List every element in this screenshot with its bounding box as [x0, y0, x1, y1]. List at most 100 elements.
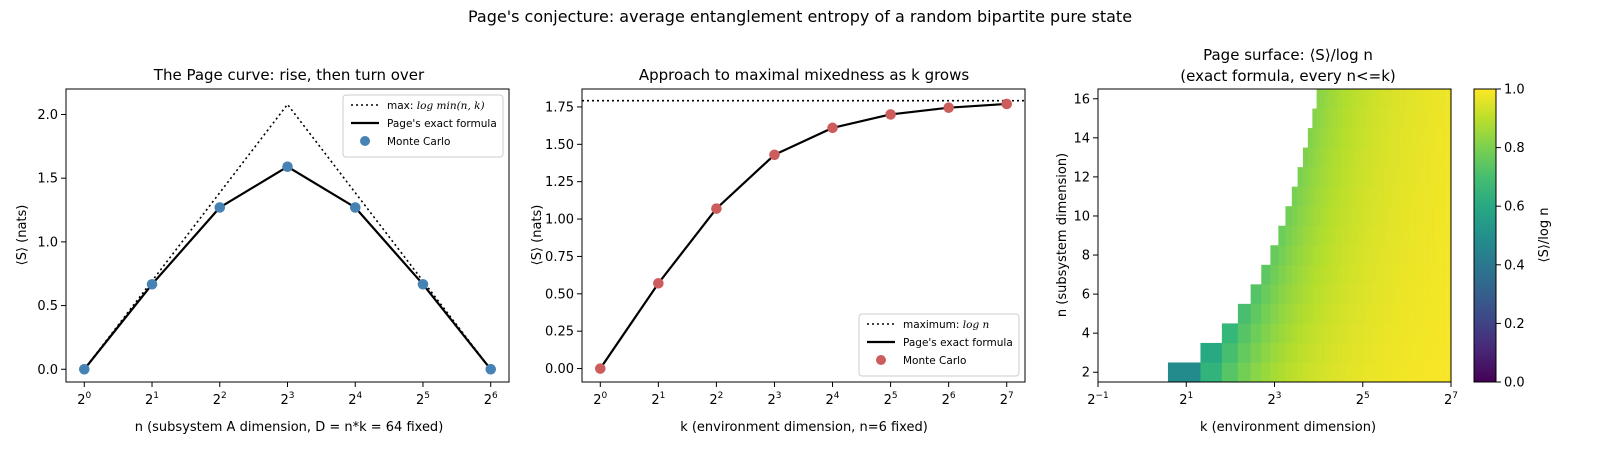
- heatmap-cell: [1433, 167, 1434, 187]
- heatmap-cell: [1361, 108, 1365, 129]
- heatmap-cell: [1374, 89, 1377, 109]
- colorbar-tick-label: 0.4: [1504, 258, 1525, 273]
- heatmap-cell: [1377, 264, 1380, 285]
- heatmap-cell: [1443, 362, 1445, 383]
- heatmap-cell: [1396, 167, 1399, 187]
- colorbar: [1473, 88, 1497, 383]
- heatmap-cell: [1367, 147, 1370, 168]
- heatmap-cell: [1425, 186, 1427, 207]
- heatmap-cell: [1340, 108, 1344, 129]
- heatmap-cell: [1413, 342, 1415, 363]
- heatmap-cell: [1419, 303, 1421, 324]
- heatmap-cell: [1423, 147, 1425, 168]
- heatmap-cell: [1443, 206, 1445, 227]
- heatmap-cell: [1426, 108, 1428, 129]
- heatmap-cell: [1403, 186, 1405, 207]
- heatmap-cell: [1415, 323, 1417, 344]
- heatmap-cell: [1355, 225, 1358, 246]
- heatmap-cell: [1415, 108, 1417, 129]
- heatmap-cell: [1324, 206, 1329, 227]
- heatmap-cell: [1449, 323, 1451, 344]
- heatmap-cell: [1331, 245, 1335, 266]
- heatmap-cell: [1390, 89, 1393, 109]
- heatmap-cell: [1431, 167, 1433, 187]
- heatmap-cell: [1401, 284, 1403, 305]
- heatmap-cell: [1442, 264, 1444, 285]
- heatmap-cell: [1436, 167, 1438, 187]
- heatmap-cell: [1291, 342, 1298, 363]
- heatmap-cell: [1389, 186, 1391, 207]
- heatmap-cell: [1429, 225, 1431, 246]
- heatmap-cell: [1389, 147, 1391, 168]
- heatmap-cell: [1436, 206, 1438, 227]
- heatmap-cell: [1361, 225, 1365, 246]
- heatmap-cell: [1445, 186, 1447, 207]
- heatmap-cell: [1307, 362, 1313, 383]
- heatmap-cell: [1414, 128, 1416, 148]
- heatmap-cell: [1337, 108, 1341, 129]
- heatmap-cell: [1372, 128, 1375, 148]
- heatmap-cell: [1439, 342, 1441, 363]
- heatmap-cell: [1348, 225, 1352, 246]
- monte-carlo-point: [885, 109, 896, 120]
- heatmap-cell: [1376, 342, 1379, 363]
- heatmap-cell: [1436, 147, 1438, 168]
- heatmap-cell: [1363, 284, 1366, 305]
- heatmap-cell: [1261, 362, 1271, 383]
- heatmap-cell: [1419, 284, 1421, 305]
- heatmap-cell: [1432, 128, 1434, 148]
- heatmap-cell: [1405, 284, 1407, 305]
- heatmap-cell: [1401, 245, 1403, 266]
- heatmap-cell: [1433, 362, 1435, 383]
- heatmap-cell: [1250, 323, 1262, 344]
- heatmap-cell: [1316, 206, 1321, 227]
- heatmap-cell: [1447, 264, 1448, 285]
- heatmap-cell: [1449, 303, 1451, 324]
- heatmap-cell: [1429, 167, 1431, 187]
- heatmap-cell: [1391, 128, 1394, 148]
- heatmap-cell: [1361, 284, 1365, 305]
- heatmap-cell: [1374, 108, 1377, 129]
- heatmap-cell: [1434, 303, 1436, 324]
- heatmap-cell: [1377, 108, 1380, 129]
- heatmap-cell: [1377, 167, 1380, 187]
- heatmap-cell: [1431, 147, 1432, 168]
- heatmap-cell: [1397, 186, 1400, 207]
- y-tick-label: 8: [1082, 249, 1090, 264]
- heatmap-cell: [1291, 186, 1298, 207]
- heatmap-cell: [1444, 108, 1446, 129]
- heatmap-cell: [1426, 342, 1428, 363]
- heatmap-cell: [1386, 167, 1389, 187]
- heatmap-cell: [1327, 128, 1332, 148]
- heatmap-cell: [1355, 284, 1358, 305]
- heatmap-cell: [1434, 206, 1436, 227]
- heatmap-cell: [1441, 147, 1443, 168]
- heatmap-cell: [1382, 108, 1385, 129]
- heatmap-cell: [1433, 225, 1434, 246]
- heatmap-cell: [1448, 362, 1450, 383]
- heatmap-cell: [1369, 225, 1372, 246]
- heatmap-cell: [1406, 342, 1408, 363]
- heatmap-cell: [1429, 362, 1431, 383]
- heatmap-cell: [1439, 108, 1441, 129]
- heatmap-cell: [1374, 128, 1377, 148]
- heatmap-cell: [1439, 108, 1441, 129]
- heatmap-cell: [1414, 147, 1416, 168]
- heatmap-cell: [1446, 108, 1448, 129]
- heatmap-cell: [1320, 323, 1325, 344]
- heatmap-cell: [1403, 342, 1405, 363]
- heatmap-cell: [1436, 362, 1438, 383]
- heatmap-cell: [1363, 245, 1366, 266]
- heatmap-cell: [1359, 147, 1363, 168]
- heatmap-cell: [1436, 186, 1438, 207]
- heatmap-cell: [1402, 147, 1404, 168]
- heatmap-cell: [1371, 264, 1374, 285]
- heatmap-cell: [1442, 89, 1444, 109]
- heatmap-cell: [1413, 342, 1416, 363]
- heatmap-cell: [1426, 89, 1428, 109]
- heatmap-cell: [1416, 128, 1418, 148]
- heatmap-cell: [1401, 147, 1403, 168]
- heatmap-cell: [1355, 167, 1358, 187]
- heatmap-cell: [1261, 323, 1271, 344]
- heatmap-cell: [1386, 89, 1389, 109]
